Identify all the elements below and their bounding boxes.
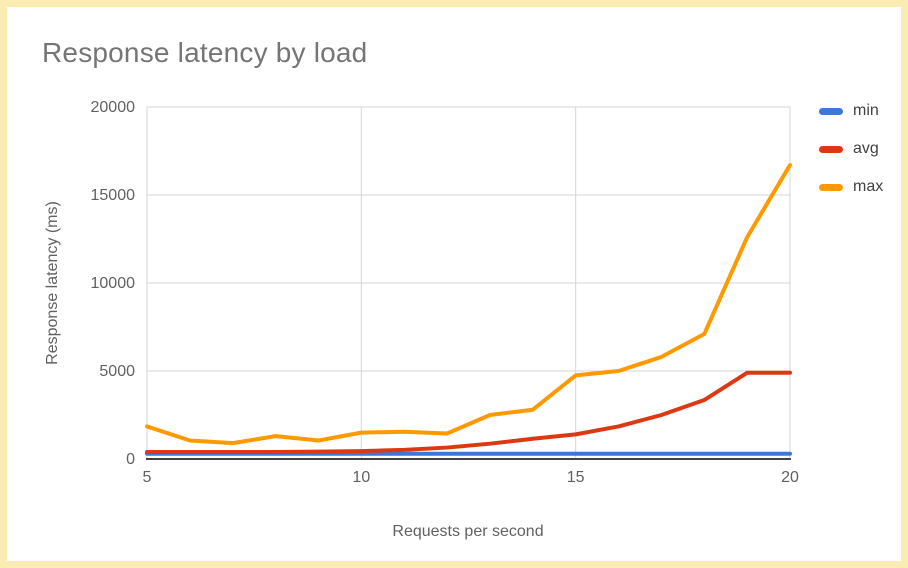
legend-item-min: min: [819, 101, 879, 121]
avg-series-swatch: [819, 145, 843, 153]
x-tick-label: 10: [352, 469, 370, 486]
y-axis-title: Response latency (ms): [44, 201, 61, 365]
x-tick-label: 20: [781, 469, 799, 486]
y-tick-label: 15000: [91, 187, 136, 204]
legend-label-max: max: [853, 178, 884, 195]
latency-line-chart: 0 5000 10000 15000 20000 5 10 15 20 Requests pe…: [44, 99, 799, 540]
y-tick-label: 5000: [99, 363, 135, 380]
max-series-line: [145, 163, 792, 446]
series-lines: [145, 163, 792, 456]
y-tick-labels: 0 5000 10000 15000 20000: [91, 99, 136, 468]
legend-item-max: max: [819, 177, 883, 197]
x-axis-title: Requests per second: [392, 523, 543, 540]
min-series-swatch: [819, 107, 843, 115]
gridlines: [146, 106, 791, 459]
y-tick-label: 10000: [91, 275, 136, 292]
legend-label-min: min: [853, 102, 879, 119]
x-tick-label: 5: [143, 469, 152, 486]
avg-series-line: [145, 370, 792, 454]
y-tick-label: 20000: [91, 99, 136, 116]
legend-label-avg: avg: [853, 140, 879, 157]
max-series-swatch: [819, 183, 843, 191]
x-tick-labels: 5 10 15 20: [143, 469, 799, 486]
chart-title: Response latency by load: [42, 37, 368, 68]
x-tick-label: 15: [567, 469, 585, 486]
legend-item-avg: avg: [819, 139, 879, 159]
y-tick-label: 0: [126, 451, 135, 468]
